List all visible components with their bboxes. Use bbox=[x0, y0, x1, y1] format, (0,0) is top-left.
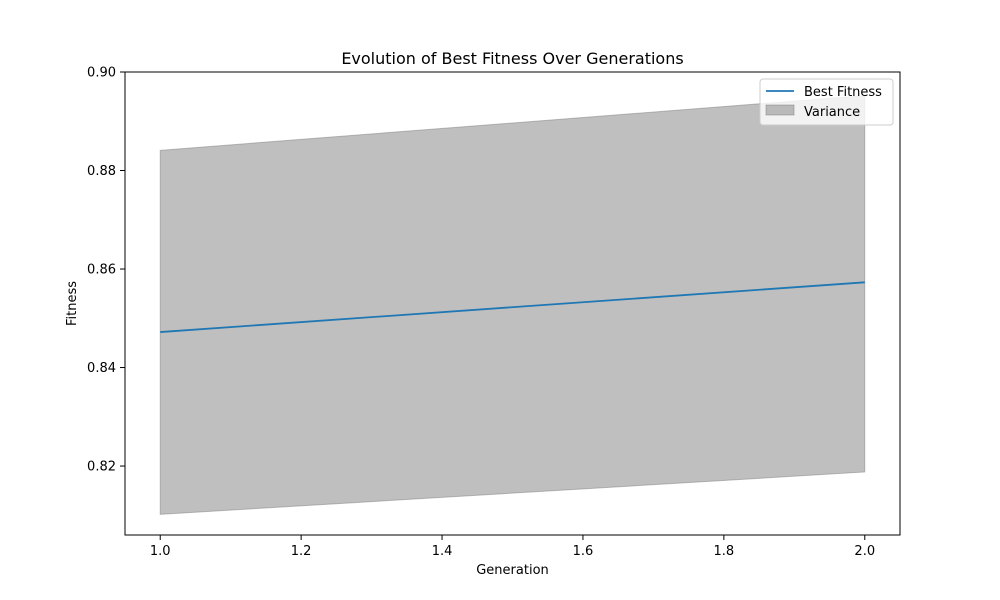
x-tick-label: 1.4 bbox=[432, 544, 453, 559]
x-tick-label: 2.0 bbox=[854, 544, 875, 559]
legend-variance-label: Variance bbox=[804, 105, 860, 120]
x-tick-label: 1.6 bbox=[573, 544, 594, 559]
x-axis-title: Generation bbox=[476, 563, 549, 578]
x-tick-label: 1.8 bbox=[714, 544, 735, 559]
variance-band bbox=[159, 95, 866, 515]
legend-best-fitness-label: Best Fitness bbox=[804, 85, 882, 100]
y-tick-label: 0.88 bbox=[87, 164, 116, 179]
y-axis-title: Fitness bbox=[65, 281, 80, 326]
legend-variance-swatch bbox=[765, 104, 795, 116]
y-tick-label: 0.86 bbox=[87, 263, 116, 278]
x-tick-label: 1.2 bbox=[291, 544, 312, 559]
x-tick-label: 1.0 bbox=[150, 544, 171, 559]
plot-area bbox=[159, 95, 866, 515]
y-tick-label: 0.84 bbox=[87, 361, 116, 376]
x-axis: 1.0 1.2 1.4 1.6 1.8 2.0 bbox=[150, 535, 875, 559]
legend: Best Fitness Variance bbox=[759, 78, 894, 126]
best-fitness-line bbox=[160, 281, 865, 333]
chart-title: Evolution of Best Fitness Over Generatio… bbox=[341, 49, 683, 68]
y-axis: 0.82 0.84 0.86 0.88 0.90 bbox=[87, 66, 125, 475]
plot-frame bbox=[124, 71, 901, 536]
y-tick-label: 0.90 bbox=[87, 66, 116, 81]
y-tick-label: 0.82 bbox=[87, 460, 116, 475]
